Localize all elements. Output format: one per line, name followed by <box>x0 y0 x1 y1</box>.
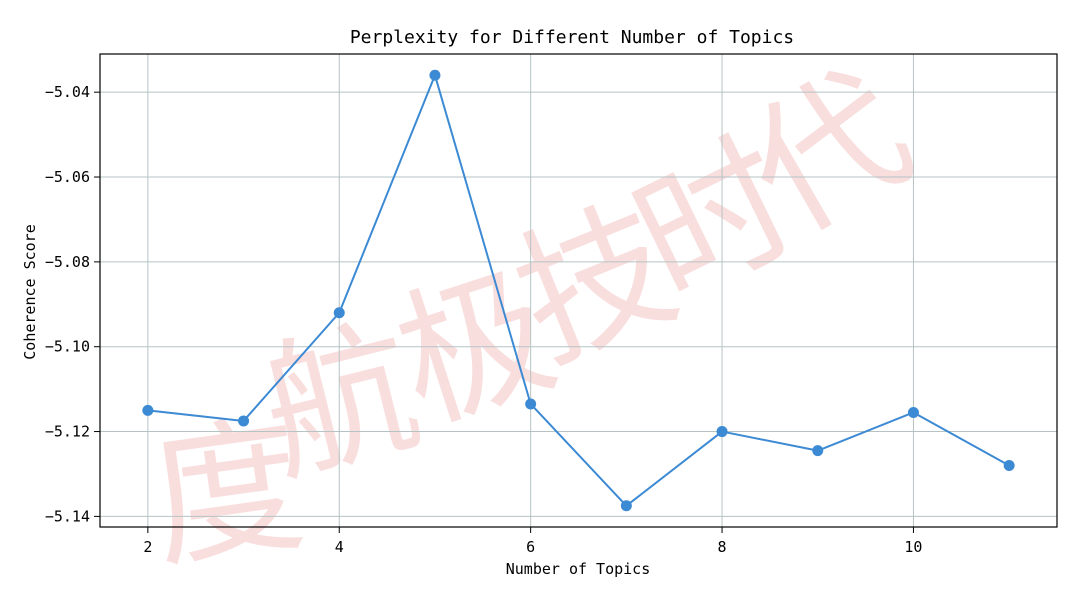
y-axis-label: Coherence Score <box>21 224 39 359</box>
y-tick-label: −5.06 <box>45 168 90 186</box>
data-point <box>238 415 250 427</box>
data-point <box>1003 459 1015 471</box>
x-tick-label: 6 <box>526 538 535 556</box>
x-axis-label: Number of Topics <box>506 560 651 578</box>
grid <box>100 54 1057 527</box>
x-tick-label: 10 <box>904 538 922 556</box>
data-point <box>907 406 919 418</box>
data-point <box>812 445 824 457</box>
y-tick-label: −5.04 <box>45 83 90 101</box>
data-point <box>716 426 728 438</box>
data-point <box>620 500 632 512</box>
y-tick-label: −5.08 <box>45 253 90 271</box>
data-point <box>429 69 441 81</box>
x-tick-label: 4 <box>335 538 344 556</box>
x-tick-label: 8 <box>718 538 727 556</box>
y-tick-label: −5.12 <box>45 423 90 441</box>
series <box>142 69 1015 512</box>
chart-title: Perplexity for Different Number of Topic… <box>350 27 794 48</box>
x-tick-label: 2 <box>143 538 152 556</box>
watermark-glyph: 度 <box>141 397 314 590</box>
data-point <box>333 307 345 319</box>
axis-ticks: 2 4 6 8 10 −5.04 −5.06 −5.08 −5.10 −5.12 −5.14 <box>45 83 923 556</box>
data-point <box>525 398 537 410</box>
data-point <box>142 404 154 416</box>
series-line <box>147 74 1010 507</box>
y-tick-label: −5.14 <box>45 507 90 525</box>
plot-frame <box>99 53 1058 528</box>
y-tick-label: −5.10 <box>45 338 90 356</box>
